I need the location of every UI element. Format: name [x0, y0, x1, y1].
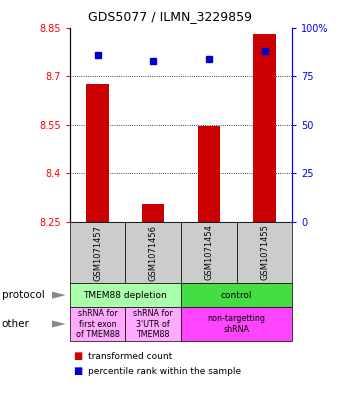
Bar [86, 84, 109, 222]
Bar [142, 204, 164, 222]
Text: ■: ■ [73, 366, 82, 376]
Text: GSM1071454: GSM1071454 [204, 224, 214, 281]
Text: protocol: protocol [2, 290, 45, 300]
Text: TMEM88 depletion: TMEM88 depletion [84, 291, 167, 299]
Text: GSM1071455: GSM1071455 [260, 224, 269, 281]
Bar [198, 127, 220, 222]
Text: ■: ■ [73, 351, 82, 362]
Text: shRNA for
3'UTR of
TMEM88: shRNA for 3'UTR of TMEM88 [133, 309, 173, 339]
Text: control: control [221, 291, 253, 299]
Text: non-targetting
shRNA: non-targetting shRNA [208, 314, 266, 334]
Text: shRNA for
first exon
of TMEM88: shRNA for first exon of TMEM88 [75, 309, 119, 339]
Text: GSM1071456: GSM1071456 [149, 224, 158, 281]
Text: GSM1071457: GSM1071457 [93, 224, 102, 281]
Text: other: other [2, 319, 30, 329]
Bar [253, 34, 276, 222]
Text: transformed count: transformed count [88, 352, 173, 361]
Text: GDS5077 / ILMN_3229859: GDS5077 / ILMN_3229859 [88, 10, 252, 23]
Text: percentile rank within the sample: percentile rank within the sample [88, 367, 241, 376]
